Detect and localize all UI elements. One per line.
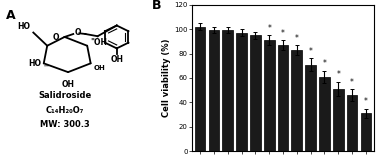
Text: *: * <box>350 78 354 87</box>
Y-axis label: Cell viability (%): Cell viability (%) <box>162 39 171 117</box>
Bar <box>347 95 358 151</box>
Text: O: O <box>75 28 82 37</box>
Text: "": "" <box>44 65 50 70</box>
Bar <box>264 40 274 151</box>
Text: Salidroside: Salidroside <box>38 91 91 100</box>
Text: OH: OH <box>110 55 123 64</box>
Text: C₁₄H₂₀O₇: C₁₄H₂₀O₇ <box>45 106 84 115</box>
Bar <box>333 89 344 151</box>
Text: O: O <box>53 33 59 42</box>
Bar <box>209 30 219 151</box>
Bar <box>195 27 206 151</box>
Bar <box>250 35 261 151</box>
Text: OH: OH <box>93 65 105 71</box>
Bar <box>236 33 247 151</box>
Text: *: * <box>364 97 368 106</box>
Bar <box>277 45 288 151</box>
Bar <box>319 77 330 151</box>
Bar <box>361 113 371 151</box>
Text: HO: HO <box>18 22 31 31</box>
Text: *: * <box>322 59 326 68</box>
Text: MW: 300.3: MW: 300.3 <box>40 120 90 129</box>
Text: OH: OH <box>62 80 74 89</box>
Bar <box>305 65 316 151</box>
Text: HO: HO <box>28 59 41 68</box>
Text: *: * <box>267 24 271 33</box>
Text: *: * <box>336 70 340 79</box>
Text: *: * <box>281 29 285 38</box>
Text: B: B <box>152 0 161 12</box>
Text: "OH: "OH <box>90 38 107 47</box>
Text: A: A <box>6 9 15 22</box>
Text: *: * <box>295 34 299 43</box>
Bar <box>291 50 302 151</box>
Bar <box>222 30 233 151</box>
Text: *: * <box>309 47 313 56</box>
